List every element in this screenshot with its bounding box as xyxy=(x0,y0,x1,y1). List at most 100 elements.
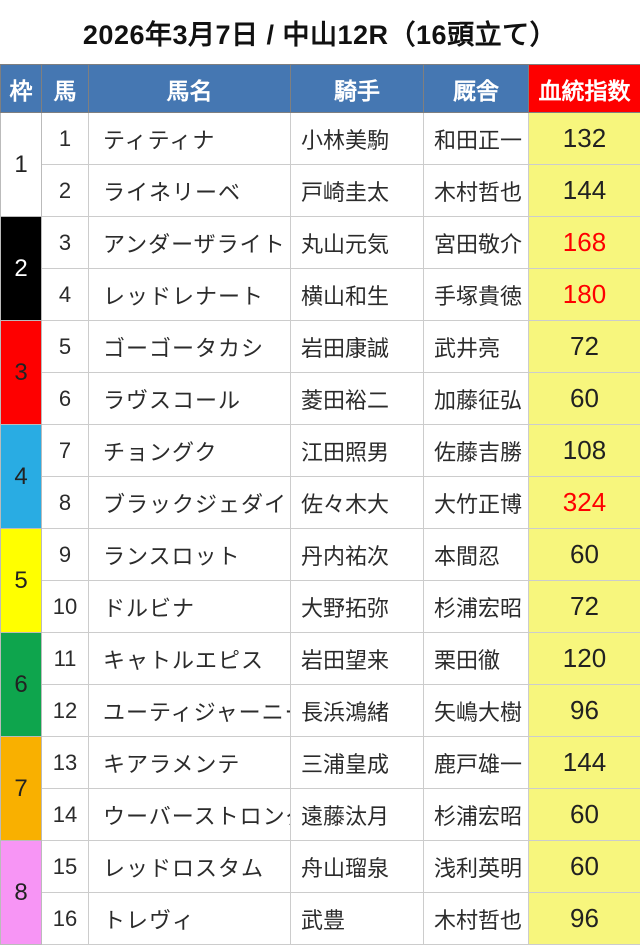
horse-number-cell: 11 xyxy=(42,633,89,685)
jockey-cell: 菱田裕二 xyxy=(291,373,424,425)
horse-number-cell: 5 xyxy=(42,321,89,373)
col-header-jockey: 騎手 xyxy=(291,65,424,113)
table-row: 6 11 キャトルエピス 岩田望来 栗田徹 120 xyxy=(1,633,640,685)
horse-number-cell: 4 xyxy=(42,269,89,321)
col-header-horse: 馬 xyxy=(42,65,89,113)
table-row: 5 9 ランスロット 丹内祐次 本間忍 60 xyxy=(1,529,640,581)
index-cell: 324 xyxy=(529,477,640,529)
jockey-cell: 三浦皇成 xyxy=(291,737,424,789)
index-cell: 72 xyxy=(529,321,640,373)
stable-cell: 鹿戸雄一 xyxy=(424,737,529,789)
jockey-cell: 戸崎圭太 xyxy=(291,165,424,217)
jockey-cell: 岩田康誠 xyxy=(291,321,424,373)
horse-number-cell: 3 xyxy=(42,217,89,269)
race-entry-table: 枠 馬 馬名 騎手 厩舎 血統指数 1 1 ティティナ 小林美駒 和田正一 13… xyxy=(0,64,640,945)
index-cell: 96 xyxy=(529,685,640,737)
page-title: 2026年3月7日 / 中山12R（16頭立て） xyxy=(0,0,640,64)
jockey-cell: 遠藤汰月 xyxy=(291,789,424,841)
index-cell: 144 xyxy=(529,165,640,217)
horse-name-cell: ドルビナ xyxy=(89,581,291,633)
stable-cell: 矢嶋大樹 xyxy=(424,685,529,737)
frame-cell: 4 xyxy=(1,425,42,529)
horse-number-cell: 7 xyxy=(42,425,89,477)
table-row: 1 1 ティティナ 小林美駒 和田正一 132 xyxy=(1,113,640,165)
horse-number-cell: 8 xyxy=(42,477,89,529)
horse-name-cell: レッドロスタム xyxy=(89,841,291,893)
index-cell: 108 xyxy=(529,425,640,477)
horse-name-cell: トレヴィ xyxy=(89,893,291,945)
frame-cell: 6 xyxy=(1,633,42,737)
horse-name-cell: ウーバーストロング xyxy=(89,789,291,841)
index-cell: 132 xyxy=(529,113,640,165)
index-cell: 180 xyxy=(529,269,640,321)
stable-cell: 浅利英明 xyxy=(424,841,529,893)
table-row: 10 ドルビナ 大野拓弥 杉浦宏昭 72 xyxy=(1,581,640,633)
horse-number-cell: 2 xyxy=(42,165,89,217)
horse-number-cell: 10 xyxy=(42,581,89,633)
frame-cell: 7 xyxy=(1,737,42,841)
horse-name-cell: ティティナ xyxy=(89,113,291,165)
jockey-cell: 小林美駒 xyxy=(291,113,424,165)
horse-name-cell: ランスロット xyxy=(89,529,291,581)
horse-number-cell: 14 xyxy=(42,789,89,841)
stable-cell: 木村哲也 xyxy=(424,165,529,217)
index-cell: 96 xyxy=(529,893,640,945)
horse-name-cell: アンダーザライト xyxy=(89,217,291,269)
table-row: 7 13 キアラメンテ 三浦皇成 鹿戸雄一 144 xyxy=(1,737,640,789)
horse-name-cell: ライネリーベ xyxy=(89,165,291,217)
horse-number-cell: 9 xyxy=(42,529,89,581)
horse-number-cell: 1 xyxy=(42,113,89,165)
stable-cell: 大竹正博 xyxy=(424,477,529,529)
stable-cell: 宮田敬介 xyxy=(424,217,529,269)
jockey-cell: 佐々木大 xyxy=(291,477,424,529)
stable-cell: 杉浦宏昭 xyxy=(424,581,529,633)
stable-cell: 栗田徹 xyxy=(424,633,529,685)
table-row: 3 5 ゴーゴータカシ 岩田康誠 武井亮 72 xyxy=(1,321,640,373)
stable-cell: 本間忍 xyxy=(424,529,529,581)
table-row: 12 ユーティジャーニー 長浜鴻緒 矢嶋大樹 96 xyxy=(1,685,640,737)
jockey-cell: 長浜鴻緒 xyxy=(291,685,424,737)
jockey-cell: 江田照男 xyxy=(291,425,424,477)
stable-cell: 武井亮 xyxy=(424,321,529,373)
table-row: 14 ウーバーストロング 遠藤汰月 杉浦宏昭 60 xyxy=(1,789,640,841)
index-cell: 144 xyxy=(529,737,640,789)
col-header-frame: 枠 xyxy=(1,65,42,113)
horse-number-cell: 16 xyxy=(42,893,89,945)
horse-name-cell: ラヴスコール xyxy=(89,373,291,425)
jockey-cell: 丹内祐次 xyxy=(291,529,424,581)
jockey-cell: 岩田望来 xyxy=(291,633,424,685)
table-row: 2 ライネリーベ 戸崎圭太 木村哲也 144 xyxy=(1,165,640,217)
horse-name-cell: ゴーゴータカシ xyxy=(89,321,291,373)
frame-cell: 1 xyxy=(1,113,42,217)
horse-name-cell: キアラメンテ xyxy=(89,737,291,789)
horse-number-cell: 6 xyxy=(42,373,89,425)
horse-name-cell: レッドレナート xyxy=(89,269,291,321)
table-row: 8 ブラックジェダイト 佐々木大 大竹正博 324 xyxy=(1,477,640,529)
stable-cell: 佐藤吉勝 xyxy=(424,425,529,477)
col-header-index: 血統指数 xyxy=(529,65,640,113)
index-cell: 120 xyxy=(529,633,640,685)
table-row: 16 トレヴィ 武豊 木村哲也 96 xyxy=(1,893,640,945)
jockey-cell: 大野拓弥 xyxy=(291,581,424,633)
stable-cell: 和田正一 xyxy=(424,113,529,165)
index-cell: 168 xyxy=(529,217,640,269)
index-cell: 60 xyxy=(529,789,640,841)
jockey-cell: 舟山瑠泉 xyxy=(291,841,424,893)
horse-number-cell: 13 xyxy=(42,737,89,789)
table-row: 6 ラヴスコール 菱田裕二 加藤征弘 60 xyxy=(1,373,640,425)
frame-cell: 3 xyxy=(1,321,42,425)
frame-cell: 5 xyxy=(1,529,42,633)
stable-cell: 木村哲也 xyxy=(424,893,529,945)
stable-cell: 手塚貴徳 xyxy=(424,269,529,321)
col-header-name: 馬名 xyxy=(89,65,291,113)
horse-name-cell: チョングク xyxy=(89,425,291,477)
table-row: 4 7 チョングク 江田照男 佐藤吉勝 108 xyxy=(1,425,640,477)
index-cell: 60 xyxy=(529,529,640,581)
horse-number-cell: 12 xyxy=(42,685,89,737)
col-header-stable: 厩舎 xyxy=(424,65,529,113)
stable-cell: 杉浦宏昭 xyxy=(424,789,529,841)
table-row: 2 3 アンダーザライト 丸山元気 宮田敬介 168 xyxy=(1,217,640,269)
horse-name-cell: ブラックジェダイト xyxy=(89,477,291,529)
stable-cell: 加藤征弘 xyxy=(424,373,529,425)
